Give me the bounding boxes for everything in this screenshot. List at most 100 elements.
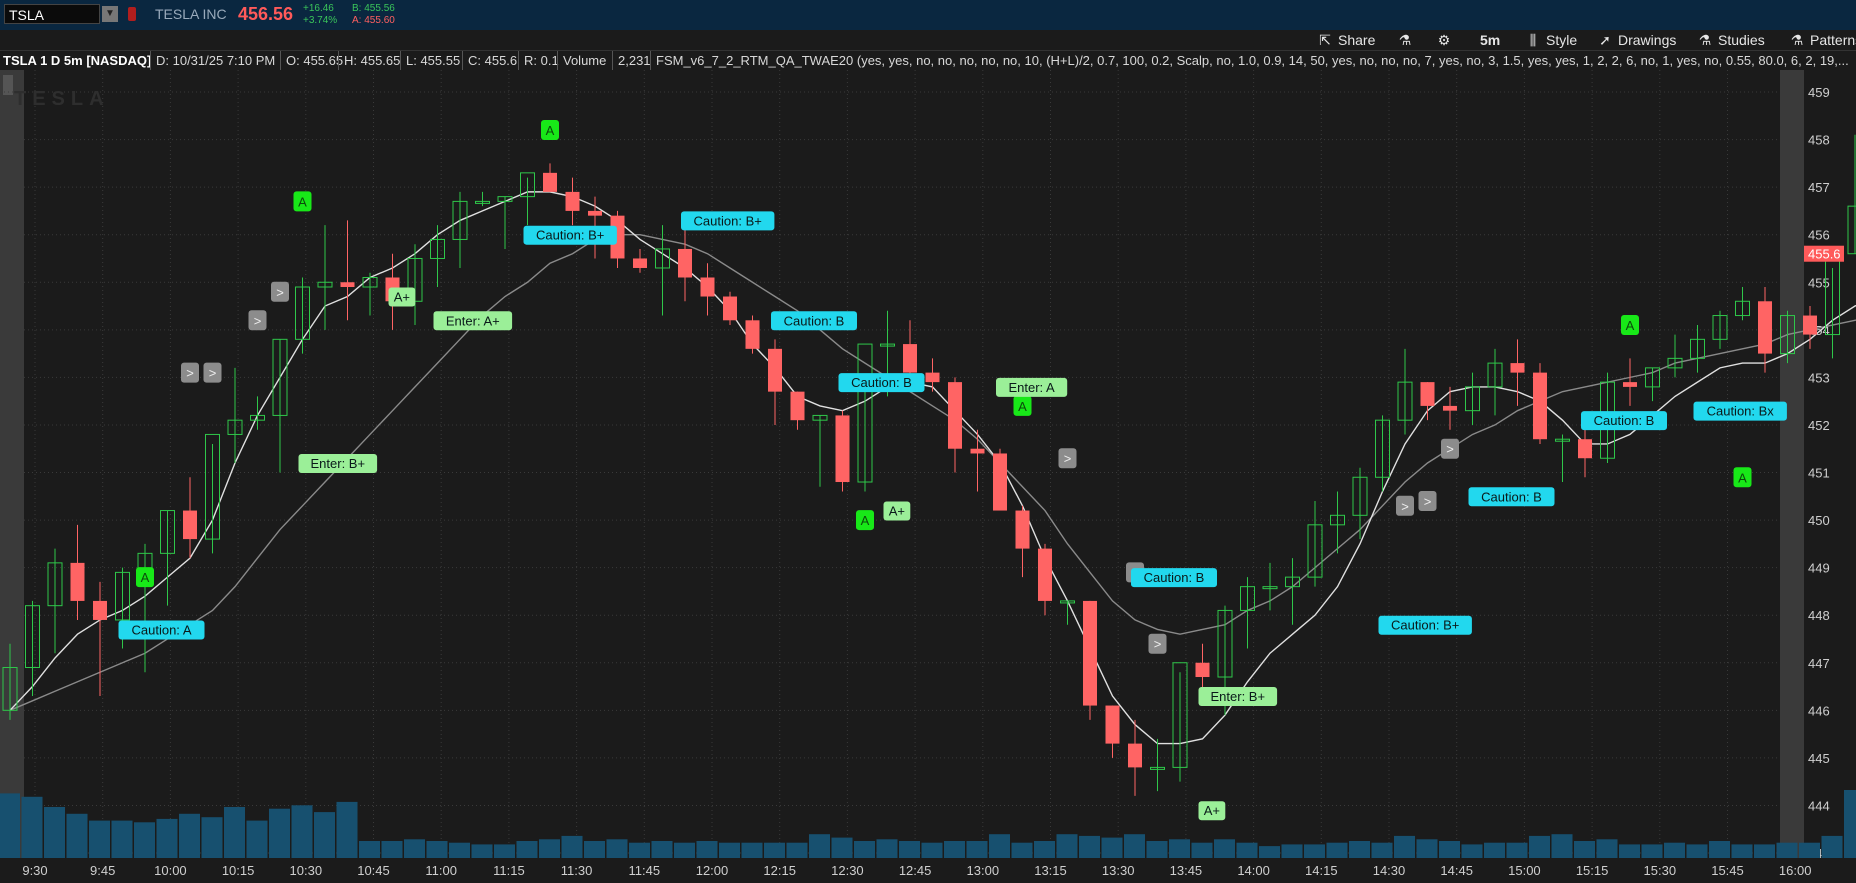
volume-bar	[989, 834, 1010, 858]
candle-body-up	[250, 414, 265, 421]
price-tick-label: 452	[1808, 418, 1830, 433]
price-tick-label: 459	[1808, 85, 1830, 100]
volume-bar	[606, 839, 628, 858]
patterns-button[interactable]: ⚗ Patterns	[1790, 30, 1856, 50]
volume-bar	[1394, 835, 1415, 858]
symbol-input[interactable]: TSLA	[4, 4, 100, 24]
candle-body-down	[993, 453, 1007, 511]
time-tick-label: 12:45	[899, 863, 932, 878]
candle-body-down	[1105, 705, 1120, 744]
chart-info-bar: TSLA 1 D 5m [NASDAQ] D: 10/31/25 7:10 PM…	[0, 50, 1856, 71]
scroll-handle[interactable]	[3, 75, 13, 95]
volume-bar	[111, 820, 133, 858]
signal-marker	[1058, 448, 1077, 469]
studies-label: Studies	[1718, 32, 1765, 48]
volume-bar	[359, 841, 380, 858]
settings-button[interactable]: ⚙	[1437, 30, 1457, 50]
bar-close: C: 455.6	[462, 51, 517, 70]
caution-label-text: Caution: B	[1594, 413, 1655, 428]
bar-low: L: 455.55	[400, 51, 460, 70]
candle-body-down	[1128, 743, 1142, 768]
candle-body-down	[93, 600, 107, 620]
volume-bar	[831, 837, 853, 858]
volume-bar	[899, 841, 920, 858]
volume-bar	[449, 842, 470, 858]
candle-body-up	[1150, 766, 1165, 770]
style-button[interactable]: ⫼ Style	[1526, 30, 1577, 50]
style-label: Style	[1546, 32, 1578, 48]
caution-label	[1378, 615, 1472, 635]
grade-a-signal	[1733, 467, 1752, 488]
candle-body-down	[723, 296, 737, 321]
grade-a-signal	[293, 191, 312, 212]
time-tick-label: 9:45	[90, 863, 115, 878]
volume-bar	[1259, 846, 1280, 858]
timeframe-button[interactable]: 5m	[1480, 32, 1501, 48]
caution-label	[1693, 401, 1787, 421]
volume-bar	[0, 793, 20, 858]
volume-bar	[1349, 841, 1370, 858]
candle-body-up	[47, 562, 63, 607]
candle-body-up	[205, 433, 220, 540]
candle-body-up	[25, 605, 40, 669]
share-label: Share	[1338, 32, 1376, 48]
volume-bar	[561, 835, 583, 858]
quote-bar: TSLA ▼ TESLA INC 456.56 +16.46 +3.74% B:…	[0, 0, 1856, 30]
net-change: +16.46 +3.74%	[303, 3, 337, 27]
signal-marker-glyph: >	[1424, 494, 1432, 509]
price-tick-label: 445	[1808, 751, 1830, 766]
signal-marker	[1396, 495, 1414, 516]
volume-bar	[1169, 839, 1190, 858]
candle-body-down	[1578, 439, 1592, 459]
time-tick-label: 15:30	[1644, 863, 1677, 878]
share-button[interactable]: ⇱ Share	[1318, 30, 1375, 50]
time-tick-label: 10:15	[222, 863, 255, 878]
caution-label	[118, 620, 205, 640]
enter-label-text: A+	[889, 504, 905, 519]
candle-body-down	[1015, 510, 1030, 549]
signal-marker-glyph: >	[186, 366, 194, 381]
candle-body-up	[115, 571, 130, 621]
symbol-dropdown-icon[interactable]: ▼	[102, 6, 118, 22]
volume-bar	[269, 808, 290, 858]
studies-button[interactable]: ⚗ Studies	[1698, 30, 1765, 50]
volume-bar	[156, 818, 178, 858]
signal-marker	[1418, 491, 1437, 512]
drawings-button[interactable]: ➚ Drawings	[1598, 30, 1676, 50]
premarket-shade	[0, 70, 24, 858]
volume-bar	[224, 807, 245, 858]
time-tick-label: 11:00	[425, 863, 457, 878]
study-description[interactable]: FSM_v6_7_2_RTM_QA_TWAE20 (yes, yes, no, …	[650, 51, 1856, 70]
candle-body-down	[633, 258, 647, 268]
volume-bar	[66, 813, 88, 858]
time-tick-label: 14:15	[1305, 863, 1338, 878]
candle-body-down	[1443, 405, 1457, 411]
last-price: 456.56	[238, 4, 294, 24]
candle-body-up	[227, 419, 243, 435]
volume-bar	[201, 817, 223, 858]
caution-label-text: Caution: B	[1481, 489, 1542, 504]
flask-button[interactable]: ⚗	[1398, 30, 1418, 50]
candle-body-up	[1645, 367, 1660, 388]
symbol-link-badge[interactable]	[128, 7, 136, 21]
change-value: +16.46	[303, 3, 334, 14]
caution-label	[681, 211, 775, 231]
bid-ask: B: 455.56 A: 455.60	[352, 3, 395, 27]
grade-a-signal	[1621, 315, 1639, 336]
candle-body-down	[790, 391, 805, 421]
candle-body-up	[1262, 586, 1278, 590]
volume-bar	[696, 841, 718, 858]
grade-a-signal-text: A	[1626, 318, 1635, 333]
volume-bar	[1844, 790, 1856, 858]
candle-body-down	[1623, 382, 1637, 387]
volume-bar	[404, 839, 425, 858]
volume-bar	[1281, 844, 1303, 858]
current-price-tag	[1804, 245, 1844, 262]
candle-body-up	[272, 338, 288, 416]
volume-bar	[471, 844, 493, 858]
candle-body-down	[183, 510, 197, 540]
price-tick-label: 444	[1808, 798, 1830, 813]
candle-body-up	[430, 238, 445, 259]
time-tick-label: 12:30	[831, 863, 864, 878]
